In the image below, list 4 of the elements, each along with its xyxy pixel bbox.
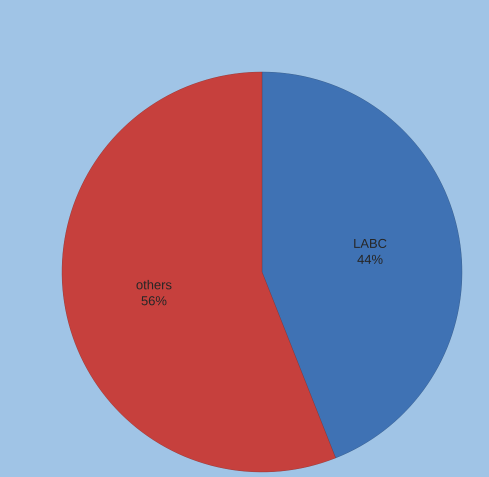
- slice-label: others: [136, 280, 172, 290]
- data-label: 56%: [142, 296, 166, 306]
- data-label: 44%: [357, 254, 383, 264]
- slice-label: LABC: [354, 238, 386, 248]
